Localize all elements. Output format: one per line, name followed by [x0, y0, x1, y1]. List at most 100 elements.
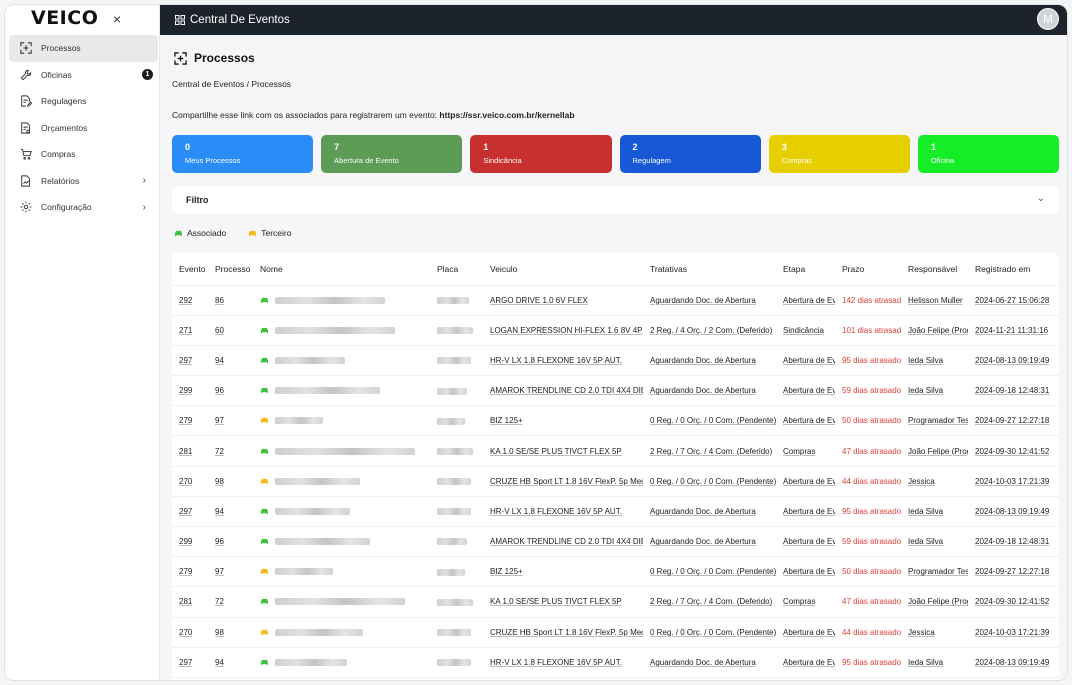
cell-processo[interactable]: 60: [208, 315, 253, 346]
cell-evento[interactable]: 297: [172, 345, 208, 377]
cell-etapa[interactable]: Compras: [776, 435, 835, 467]
cell-evento[interactable]: 279: [172, 556, 208, 588]
table-row[interactable]: 270 98 CRUZE HB Sport LT 1.8 16V FlexP. 5p…: [172, 617, 1059, 648]
sidebar-item-processos[interactable]: Processos: [9, 35, 158, 62]
cell-responsavel[interactable]: Ieda Silva: [901, 375, 968, 407]
cell-processo[interactable]: 72: [208, 435, 253, 467]
status-card-2[interactable]: 1 Sindicância: [470, 135, 612, 173]
column-header[interactable]: Responsável: [901, 253, 968, 286]
cell-evento[interactable]: 297: [172, 647, 208, 678]
cell-evento[interactable]: 281: [172, 435, 208, 467]
cell-evento[interactable]: 297: [172, 496, 208, 528]
cell-etapa[interactable]: Abertura de Evento: [776, 375, 835, 407]
cell-responsavel[interactable]: Ieda Silva: [901, 647, 968, 678]
cell-veiculo[interactable]: BIZ 125+: [483, 556, 643, 588]
cell-tratativas[interactable]: 0 Reg. / 0 Orç. / 0 Com. (Pendente): [643, 617, 776, 648]
column-header[interactable]: Processo: [208, 253, 253, 286]
cell-registrado[interactable]: 2024-06-27 15:06:28: [968, 285, 1059, 316]
status-card-3[interactable]: 2 Regulagem: [619, 135, 761, 173]
cell-etapa[interactable]: Abertura de Evento: [776, 496, 835, 528]
cell-veiculo[interactable]: LOGAN EXPRESSION HI-FLEX 1.6 8V 4P: [483, 315, 643, 346]
cell-veiculo[interactable]: ARGO DRIVE 1.0 6V FLEX: [483, 285, 643, 316]
chevron-down-icon[interactable]: ⌄: [1036, 193, 1045, 204]
cell-veiculo[interactable]: CRUZE HB Sport LT 1.8 16V FlexP. 5p Mec: [483, 617, 643, 648]
cell-evento[interactable]: 281: [172, 586, 208, 618]
share-link[interactable]: https://ssr.veico.com.br/kernellab: [439, 110, 575, 120]
sidebar-item-regulagens[interactable]: Regulagens: [9, 88, 158, 115]
sidebar-item-compras[interactable]: Compras: [9, 141, 158, 168]
cell-registrado[interactable]: 2024-08-13 09:19:49: [968, 496, 1059, 528]
cell-etapa[interactable]: Abertura de Evento: [776, 556, 835, 588]
table-row[interactable]: 281 72 KA 1.0 SE/SE PLUS TIVCT FLEX 5P 2 Re…: [172, 586, 1059, 618]
column-header[interactable]: Nome: [253, 253, 430, 286]
cell-registrado[interactable]: 2024-09-27 12:27:18: [968, 556, 1059, 588]
cell-evento[interactable]: 292: [172, 285, 208, 316]
cell-responsavel[interactable]: João Felipe (Programador): [901, 435, 968, 467]
cell-responsavel[interactable]: Ieda Silva: [901, 496, 968, 528]
cell-tratativas[interactable]: Aguardando Doc. de Abertura: [643, 496, 776, 528]
cell-veiculo[interactable]: AMAROK TRENDLINE CD 2.0 TDI 4X4 DIESEL A…: [483, 375, 643, 407]
close-sidebar-button[interactable]: ×: [113, 11, 122, 27]
cell-etapa[interactable]: Abertura de Evento: [776, 405, 835, 437]
cell-tratativas[interactable]: 2 Reg. / 7 Orç. / 4 Com. (Deferido): [643, 586, 776, 618]
cell-veiculo[interactable]: KA 1.0 SE/SE PLUS TIVCT FLEX 5P: [483, 586, 643, 618]
column-header[interactable]: Placa: [430, 253, 483, 286]
cell-processo[interactable]: 96: [208, 526, 253, 558]
cell-registrado[interactable]: 2024-09-30 12:41:52: [968, 586, 1059, 618]
table-row[interactable]: 279 97 BIZ 125+ 0 Reg. / 0 Orç. / 0 Com. (P…: [172, 556, 1059, 588]
cell-processo[interactable]: 72: [208, 586, 253, 618]
cell-veiculo[interactable]: HR-V LX 1.8 FLEXONE 16V 5P AUT.: [483, 496, 643, 528]
cell-responsavel[interactable]: Jessica: [901, 617, 968, 648]
cell-evento[interactable]: 279: [172, 405, 208, 437]
cell-tratativas[interactable]: Aguardando Doc. de Abertura: [643, 345, 776, 377]
cell-etapa[interactable]: Abertura de Evento: [776, 647, 835, 678]
column-header[interactable]: Etapa: [776, 253, 835, 286]
cell-etapa[interactable]: Abertura de Evento: [776, 345, 835, 377]
sidebar-item-configuracao[interactable]: Configuração ›: [9, 194, 158, 221]
cell-responsavel[interactable]: Helisson Muller: [901, 285, 968, 316]
cell-tratativas[interactable]: Aguardando Doc. de Abertura: [643, 375, 776, 407]
table-row[interactable]: 297 94 HR-V LX 1.8 FLEXONE 16V 5P AUT. Agua…: [172, 496, 1059, 528]
sidebar-item-oficinas[interactable]: Oficinas 1: [9, 62, 158, 89]
cell-processo[interactable]: 97: [208, 405, 253, 437]
cell-responsavel[interactable]: Jessica: [901, 466, 968, 497]
cell-etapa[interactable]: Compras: [776, 586, 835, 618]
cell-evento[interactable]: 270: [172, 466, 208, 497]
table-row[interactable]: 270 98 CRUZE HB Sport LT 1.8 16V FlexP. 5p…: [172, 466, 1059, 497]
table-row[interactable]: 281 72 KA 1.0 SE/SE PLUS TIVCT FLEX 5P 2 Re…: [172, 435, 1059, 467]
cell-registrado[interactable]: 2024-09-18 12:48:31: [968, 526, 1059, 558]
cell-processo[interactable]: 94: [208, 345, 253, 377]
cell-veiculo[interactable]: HR-V LX 1.8 FLEXONE 16V 5P AUT.: [483, 345, 643, 377]
chevron-right-icon[interactable]: ›: [142, 201, 146, 213]
table-row[interactable]: 297 94 HR-V LX 1.8 FLEXONE 16V 5P AUT. Agua…: [172, 647, 1059, 678]
cell-responsavel[interactable]: Ieda Silva: [901, 526, 968, 558]
cell-tratativas[interactable]: 0 Reg. / 0 Orç. / 0 Com. (Pendente): [643, 466, 776, 497]
column-header[interactable]: Tratativas: [643, 253, 776, 286]
cell-responsavel[interactable]: Programador Testador: [901, 405, 968, 437]
column-header[interactable]: Evento: [172, 253, 208, 286]
cell-registrado[interactable]: 2024-09-30 12:41:52: [968, 435, 1059, 467]
cell-evento[interactable]: 271: [172, 315, 208, 346]
cell-processo[interactable]: 98: [208, 617, 253, 648]
cell-veiculo[interactable]: HR-V LX 1.8 FLEXONE 16V 5P AUT.: [483, 647, 643, 678]
cell-veiculo[interactable]: BIZ 125+: [483, 405, 643, 437]
cell-processo[interactable]: 97: [208, 556, 253, 588]
cell-registrado[interactable]: 2024-08-13 09:19:49: [968, 345, 1059, 377]
chevron-right-icon[interactable]: ›: [142, 175, 146, 187]
cell-processo[interactable]: 98: [208, 466, 253, 497]
status-card-0[interactable]: 0 Meus Processos: [172, 135, 314, 173]
cell-responsavel[interactable]: Ieda Silva: [901, 345, 968, 377]
cell-responsavel[interactable]: João Felipe (Programador): [901, 586, 968, 618]
sidebar-item-orcamentos[interactable]: Orçamentos: [9, 115, 158, 142]
table-row[interactable]: 297 94 HR-V LX 1.8 FLEXONE 16V 5P AUT. Agua…: [172, 345, 1059, 377]
column-header[interactable]: Veiculo: [483, 253, 643, 286]
cell-evento[interactable]: 299: [172, 526, 208, 558]
cell-veiculo[interactable]: KA 1.0 SE/SE PLUS TIVCT FLEX 5P: [483, 435, 643, 467]
avatar[interactable]: M: [1037, 8, 1059, 30]
filter-panel[interactable]: Filtro ⌄: [172, 186, 1059, 214]
cell-etapa[interactable]: Abertura de Evento: [776, 617, 835, 648]
cell-processo[interactable]: 94: [208, 647, 253, 678]
cell-tratativas[interactable]: Aguardando Doc. de Abertura: [643, 285, 776, 316]
column-header[interactable]: Registrado em: [968, 253, 1059, 286]
